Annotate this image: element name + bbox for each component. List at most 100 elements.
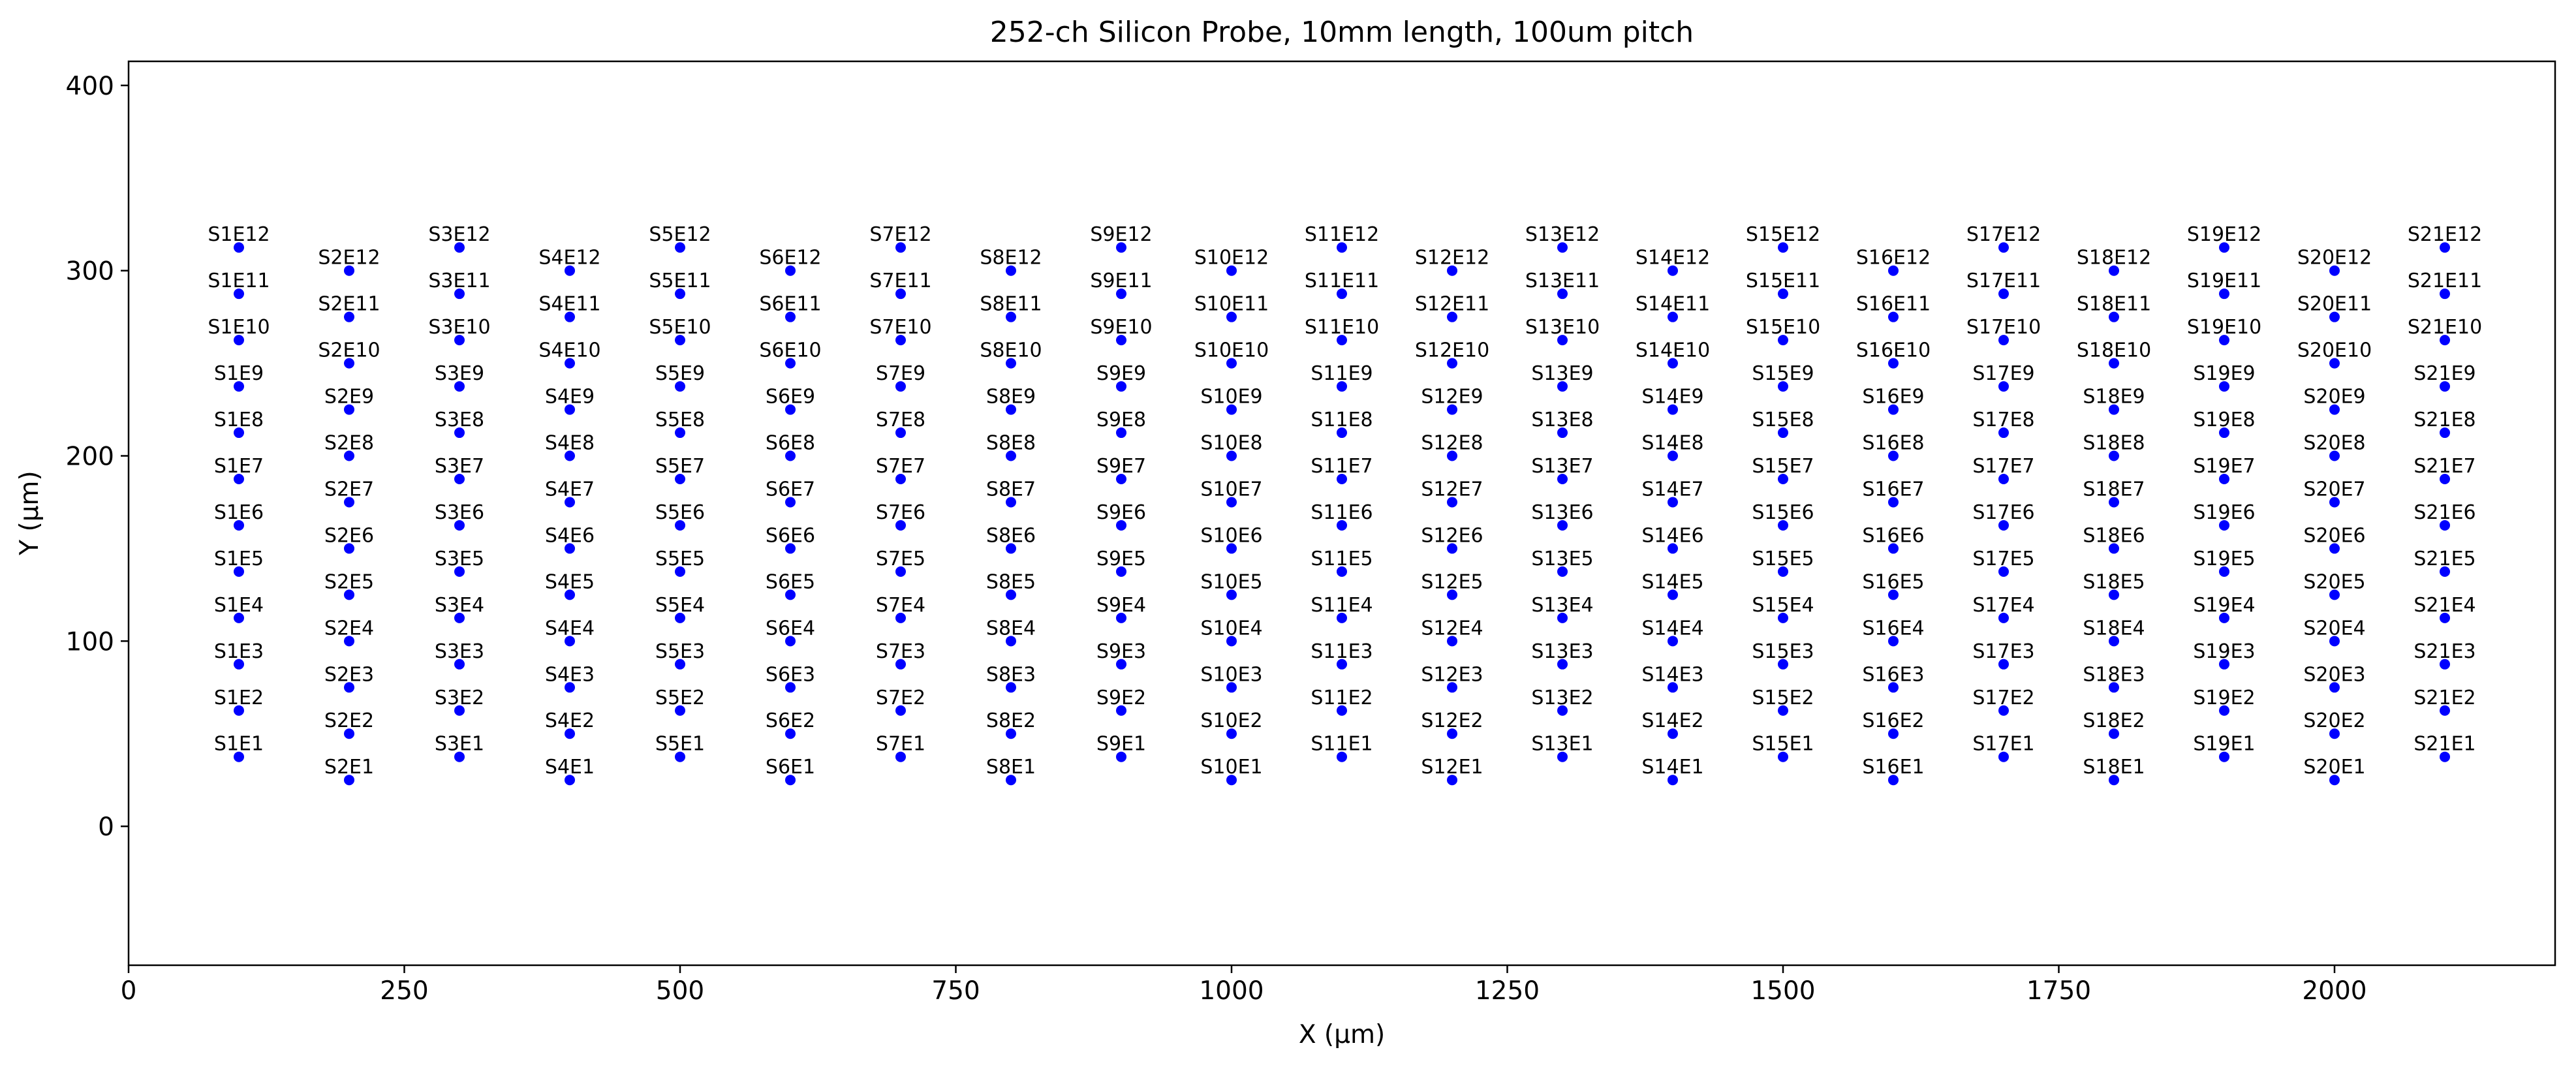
data-point	[675, 705, 685, 716]
point-label: S3E2	[435, 687, 484, 709]
data-point	[1337, 288, 1347, 300]
data-point	[2109, 543, 2119, 554]
data-point	[1668, 450, 1678, 461]
data-point	[785, 311, 796, 322]
point-label: S5E1	[655, 733, 705, 756]
data-point	[1447, 589, 1457, 600]
data-point	[2440, 705, 2450, 716]
point-label: S5E5	[655, 548, 705, 570]
point-label: S2E8	[324, 432, 374, 455]
point-label: S19E9	[2193, 362, 2255, 385]
point-label: S9E1	[1096, 733, 1146, 756]
point-label: S1E1	[214, 733, 264, 756]
data-point	[675, 473, 685, 484]
data-point	[1998, 427, 2009, 439]
data-point	[1998, 658, 2009, 670]
point-label: S11E4	[1311, 594, 1373, 617]
data-point	[1116, 751, 1126, 762]
data-point	[1226, 404, 1237, 415]
data-point	[234, 427, 244, 439]
x-tick-label: 1250	[1475, 976, 1540, 1006]
point-label: S18E6	[2083, 524, 2145, 547]
point-label: S7E5	[876, 548, 925, 570]
point-label: S6E5	[766, 570, 815, 593]
point-label: S6E11	[759, 293, 821, 316]
point-label: S15E2	[1752, 687, 1814, 709]
point-label: S8E7	[986, 478, 1036, 501]
point-label: S8E6	[986, 524, 1036, 547]
data-point	[675, 288, 685, 300]
point-label: S11E5	[1311, 548, 1373, 570]
data-point	[1557, 473, 1568, 484]
point-label: S11E9	[1311, 362, 1373, 385]
data-point	[1557, 242, 1568, 253]
point-label: S18E8	[2083, 432, 2145, 455]
data-point	[2219, 381, 2229, 392]
data-point	[1447, 543, 1457, 554]
point-label: S6E12	[759, 247, 821, 270]
point-label: S8E11	[980, 293, 1042, 316]
data-point	[2329, 775, 2340, 786]
point-label: S17E7	[1972, 455, 2034, 478]
point-label: S2E4	[324, 617, 374, 640]
point-label: S10E3	[1200, 663, 1262, 686]
point-label: S17E3	[1972, 640, 2034, 663]
point-label: S21E9	[2413, 362, 2475, 385]
point-label: S18E5	[2083, 570, 2145, 593]
data-point	[2329, 636, 2340, 647]
point-label: S7E9	[876, 362, 925, 385]
point-label: S4E12	[538, 247, 600, 270]
data-point	[785, 543, 796, 554]
point-label: S19E5	[2193, 548, 2255, 570]
data-point	[1557, 288, 1568, 300]
point-label: S11E12	[1305, 223, 1379, 246]
data-point	[675, 658, 685, 670]
data-point	[1447, 636, 1457, 647]
point-label: S12E3	[1421, 663, 1483, 686]
point-label: S7E10	[869, 316, 931, 339]
point-label: S17E12	[1966, 223, 2041, 246]
y-tick-label: 400	[66, 72, 114, 101]
data-point	[1998, 519, 2009, 531]
data-point	[1668, 543, 1678, 554]
data-point	[234, 612, 244, 623]
point-label: S10E11	[1194, 293, 1269, 316]
data-point	[1888, 543, 1899, 554]
data-point	[1337, 705, 1347, 716]
point-label: S13E3	[1531, 640, 1593, 663]
data-point	[2109, 450, 2119, 461]
point-label: S8E5	[986, 570, 1036, 593]
point-label: S4E7	[545, 478, 595, 501]
data-point	[454, 288, 465, 300]
point-label: S21E1	[2413, 733, 2475, 756]
data-point	[2329, 311, 2340, 322]
data-point	[2219, 242, 2229, 253]
point-label: S8E4	[986, 617, 1036, 640]
data-point	[2329, 265, 2340, 276]
point-label: S6E9	[766, 386, 815, 409]
point-label: S11E1	[1311, 733, 1373, 756]
data-point	[785, 728, 796, 739]
data-point	[565, 404, 575, 415]
point-label: S6E6	[766, 524, 815, 547]
data-point	[1226, 728, 1237, 739]
point-label: S15E11	[1746, 270, 1820, 292]
data-point	[344, 497, 354, 508]
data-point	[675, 751, 685, 762]
data-point	[895, 242, 906, 253]
data-point	[1006, 682, 1016, 693]
data-point	[2440, 381, 2450, 392]
point-label: S5E12	[649, 223, 711, 246]
point-label: S18E12	[2077, 247, 2151, 270]
point-label: S1E9	[214, 362, 264, 385]
point-label: S14E2	[1641, 709, 1703, 732]
point-label: S13E8	[1531, 409, 1593, 431]
data-point	[1337, 566, 1347, 577]
point-label: S19E11	[2187, 270, 2261, 292]
point-label: S1E4	[214, 594, 264, 617]
data-point	[1998, 751, 2009, 762]
x-tick-label: 1500	[1750, 976, 1815, 1006]
point-label: S16E3	[1862, 663, 1924, 686]
data-point	[2219, 612, 2229, 623]
data-point	[1888, 497, 1899, 508]
